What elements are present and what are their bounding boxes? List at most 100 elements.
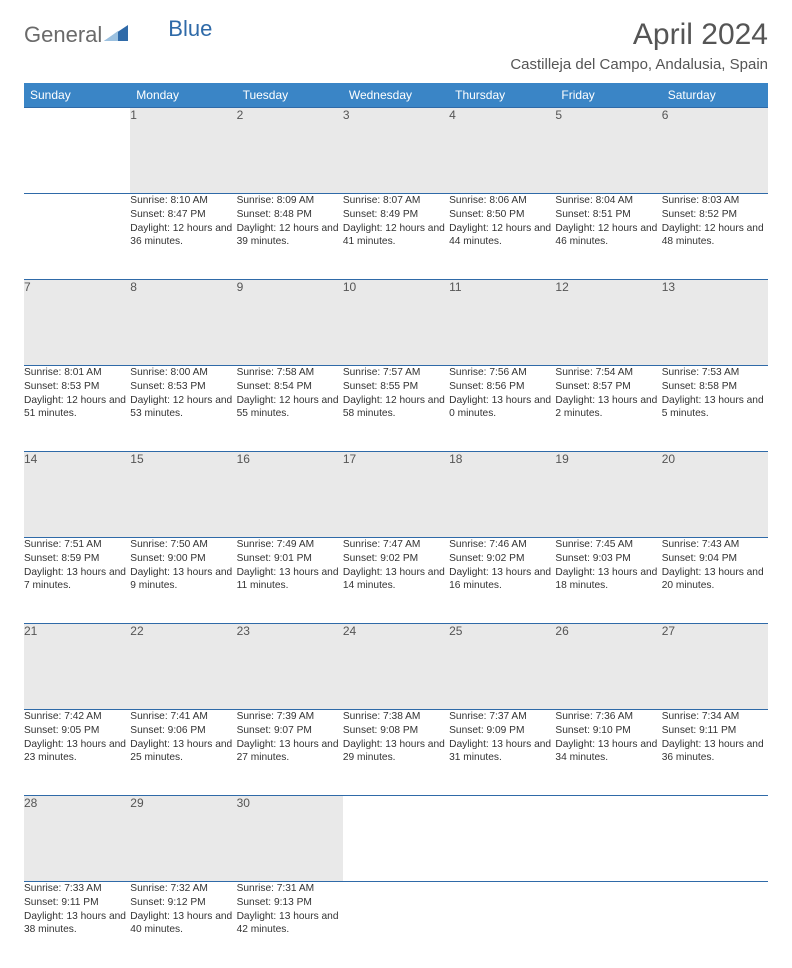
day-number-cell: 22 [130,624,236,710]
sunset-line: Sunset: 9:11 PM [24,896,130,910]
day-content-cell: Sunrise: 7:33 AMSunset: 9:11 PMDaylight:… [24,882,130,968]
logo: General Blue [24,22,212,48]
day-header: Saturday [662,83,768,108]
sunrise-line: Sunrise: 8:06 AM [449,194,555,208]
daylight-line: Daylight: 12 hours and 53 minutes. [130,394,236,422]
day-content-cell: Sunrise: 7:39 AMSunset: 9:07 PMDaylight:… [237,710,343,796]
day-number-cell [662,796,768,882]
day-number-cell: 3 [343,108,449,194]
day-content-cell: Sunrise: 7:50 AMSunset: 9:00 PMDaylight:… [130,538,236,624]
day-content-cell [555,882,661,968]
day-number-cell: 21 [24,624,130,710]
sunset-line: Sunset: 8:54 PM [237,380,343,394]
content-row: Sunrise: 7:33 AMSunset: 9:11 PMDaylight:… [24,882,768,968]
day-content-cell: Sunrise: 8:01 AMSunset: 8:53 PMDaylight:… [24,366,130,452]
day-number-cell: 2 [237,108,343,194]
day-number-cell: 23 [237,624,343,710]
day-number-cell: 4 [449,108,555,194]
day-content-cell [662,882,768,968]
daylight-line: Daylight: 12 hours and 46 minutes. [555,222,661,250]
sunset-line: Sunset: 8:58 PM [662,380,768,394]
sunset-line: Sunset: 8:47 PM [130,208,236,222]
day-number-cell: 15 [130,452,236,538]
day-content-cell: Sunrise: 7:32 AMSunset: 9:12 PMDaylight:… [130,882,236,968]
daylight-line: Daylight: 13 hours and 2 minutes. [555,394,661,422]
day-number-cell: 1 [130,108,236,194]
day-content-cell: Sunrise: 8:09 AMSunset: 8:48 PMDaylight:… [237,194,343,280]
day-number-cell: 9 [237,280,343,366]
sunrise-line: Sunrise: 7:31 AM [237,882,343,896]
daylight-line: Daylight: 13 hours and 25 minutes. [130,738,236,766]
sunset-line: Sunset: 8:53 PM [130,380,236,394]
day-content-cell: Sunrise: 7:41 AMSunset: 9:06 PMDaylight:… [130,710,236,796]
sunrise-line: Sunrise: 7:38 AM [343,710,449,724]
sunrise-line: Sunrise: 7:58 AM [237,366,343,380]
sunrise-line: Sunrise: 7:45 AM [555,538,661,552]
daylight-line: Daylight: 13 hours and 11 minutes. [237,566,343,594]
sunset-line: Sunset: 9:04 PM [662,552,768,566]
sunrise-line: Sunrise: 8:00 AM [130,366,236,380]
day-header: Friday [555,83,661,108]
logo-text-blue: Blue [168,16,212,42]
day-content-cell: Sunrise: 7:56 AMSunset: 8:56 PMDaylight:… [449,366,555,452]
sunset-line: Sunset: 9:02 PM [343,552,449,566]
day-content-cell: Sunrise: 7:36 AMSunset: 9:10 PMDaylight:… [555,710,661,796]
sunset-line: Sunset: 8:59 PM [24,552,130,566]
daylight-line: Daylight: 13 hours and 38 minutes. [24,910,130,938]
daylight-line: Daylight: 12 hours and 51 minutes. [24,394,130,422]
day-content-cell: Sunrise: 7:54 AMSunset: 8:57 PMDaylight:… [555,366,661,452]
day-header: Monday [130,83,236,108]
day-content-cell: Sunrise: 7:42 AMSunset: 9:05 PMDaylight:… [24,710,130,796]
content-row: Sunrise: 8:10 AMSunset: 8:47 PMDaylight:… [24,194,768,280]
sunset-line: Sunset: 9:07 PM [237,724,343,738]
sunrise-line: Sunrise: 7:37 AM [449,710,555,724]
day-content-cell [343,882,449,968]
daylight-line: Daylight: 13 hours and 14 minutes. [343,566,449,594]
sunset-line: Sunset: 9:10 PM [555,724,661,738]
day-content-cell: Sunrise: 7:53 AMSunset: 8:58 PMDaylight:… [662,366,768,452]
day-number-cell [449,796,555,882]
day-content-cell: Sunrise: 8:03 AMSunset: 8:52 PMDaylight:… [662,194,768,280]
daylight-line: Daylight: 13 hours and 7 minutes. [24,566,130,594]
daylight-line: Daylight: 13 hours and 29 minutes. [343,738,449,766]
day-header-row: Sunday Monday Tuesday Wednesday Thursday… [24,83,768,108]
day-number-cell: 12 [555,280,661,366]
sunrise-line: Sunrise: 7:53 AM [662,366,768,380]
title-block: April 2024 Castilleja del Campo, Andalus… [510,18,768,73]
daylight-line: Daylight: 12 hours and 44 minutes. [449,222,555,250]
day-number-cell: 8 [130,280,236,366]
sunrise-line: Sunrise: 7:56 AM [449,366,555,380]
sunset-line: Sunset: 9:03 PM [555,552,661,566]
day-content-cell: Sunrise: 7:58 AMSunset: 8:54 PMDaylight:… [237,366,343,452]
day-content-cell: Sunrise: 8:07 AMSunset: 8:49 PMDaylight:… [343,194,449,280]
sunrise-line: Sunrise: 7:46 AM [449,538,555,552]
daynum-row: 14151617181920 [24,452,768,538]
day-content-cell: Sunrise: 7:49 AMSunset: 9:01 PMDaylight:… [237,538,343,624]
day-number-cell: 27 [662,624,768,710]
sunrise-line: Sunrise: 8:04 AM [555,194,661,208]
sunset-line: Sunset: 9:12 PM [130,896,236,910]
daylight-line: Daylight: 13 hours and 18 minutes. [555,566,661,594]
sunrise-line: Sunrise: 7:36 AM [555,710,661,724]
sunset-line: Sunset: 8:49 PM [343,208,449,222]
location-text: Castilleja del Campo, Andalusia, Spain [510,56,768,73]
daylight-line: Daylight: 13 hours and 16 minutes. [449,566,555,594]
content-row: Sunrise: 8:01 AMSunset: 8:53 PMDaylight:… [24,366,768,452]
day-number-cell: 5 [555,108,661,194]
sunrise-line: Sunrise: 7:50 AM [130,538,236,552]
sunrise-line: Sunrise: 7:33 AM [24,882,130,896]
sunset-line: Sunset: 9:00 PM [130,552,236,566]
day-number-cell: 13 [662,280,768,366]
day-content-cell: Sunrise: 8:00 AMSunset: 8:53 PMDaylight:… [130,366,236,452]
day-content-cell: Sunrise: 7:46 AMSunset: 9:02 PMDaylight:… [449,538,555,624]
sunset-line: Sunset: 9:06 PM [130,724,236,738]
day-content-cell: Sunrise: 7:31 AMSunset: 9:13 PMDaylight:… [237,882,343,968]
day-content-cell: Sunrise: 8:06 AMSunset: 8:50 PMDaylight:… [449,194,555,280]
day-number-cell [555,796,661,882]
day-number-cell: 26 [555,624,661,710]
daylight-line: Daylight: 12 hours and 41 minutes. [343,222,449,250]
day-number-cell: 14 [24,452,130,538]
logo-triangle-icon [104,23,130,48]
day-header: Sunday [24,83,130,108]
day-number-cell: 28 [24,796,130,882]
